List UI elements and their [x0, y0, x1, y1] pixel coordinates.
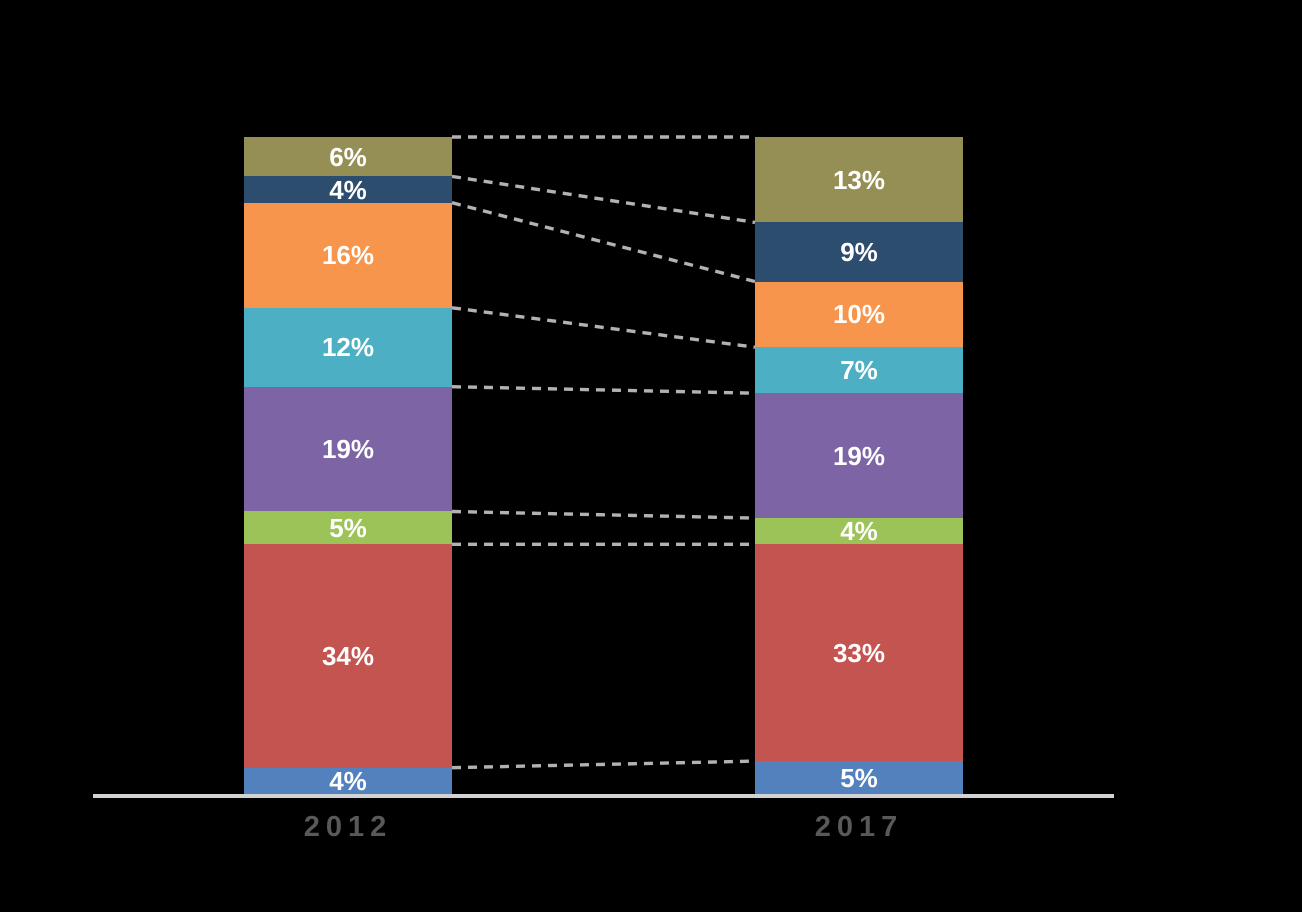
segment-2017-orange-segment: 10% — [755, 281, 963, 348]
category-label-2017: 2017 — [814, 811, 904, 843]
segment-value-label: 16% — [321, 240, 375, 271]
segment-2012-red-segment: 34% — [244, 544, 452, 768]
segment-2017-olive-segment: 13% — [755, 137, 963, 223]
segment-2012-navy-segment: 4% — [244, 174, 452, 205]
segment-2012-orange-segment: 16% — [244, 202, 452, 308]
connector-line — [451, 174, 756, 225]
x-axis-line — [93, 794, 1114, 798]
segment-value-label: 12% — [321, 332, 375, 363]
segment-value-label: 4% — [840, 516, 878, 547]
segment-2012-olive-segment: 6% — [244, 137, 452, 177]
segment-value-label: 19% — [832, 440, 886, 471]
segment-2017-blue-segment: 5% — [755, 761, 963, 794]
category-label-2012: 2012 — [303, 811, 393, 843]
segment-2012-blue-segment: 4% — [244, 765, 452, 796]
connector-line — [451, 385, 756, 395]
segment-value-label: 19% — [321, 434, 375, 465]
segment-2012-green-segment: 5% — [244, 511, 452, 545]
connector-line — [451, 509, 756, 520]
segment-value-label: 13% — [832, 164, 886, 195]
connector-line — [451, 306, 756, 349]
segment-2017-green-segment: 4% — [755, 516, 963, 547]
segment-2012-teal-segment: 12% — [244, 307, 452, 387]
segment-value-label: 34% — [321, 640, 375, 671]
segment-value-label: 9% — [840, 236, 878, 267]
segment-value-label: 5% — [329, 512, 367, 543]
segment-2017-red-segment: 33% — [755, 544, 963, 762]
connector-line — [451, 759, 756, 770]
segment-value-label: 4% — [329, 765, 367, 796]
segment-value-label: 33% — [832, 637, 886, 668]
segment-value-label: 6% — [329, 141, 367, 172]
segment-value-label: 4% — [329, 174, 367, 205]
stacked-bar-2017: 13% 9% 10% 7% 19% 4% 33% 5% — [755, 137, 963, 794]
segment-2017-navy-segment: 9% — [755, 222, 963, 282]
stacked-bar-2012: 6% 4% 16% 12% 19% 5% 34% 4% — [244, 137, 452, 794]
segment-2012-purple-segment: 19% — [244, 386, 452, 512]
segment-value-label: 7% — [840, 355, 878, 386]
segment-2017-purple-segment: 19% — [755, 393, 963, 519]
segment-value-label: 10% — [832, 299, 886, 330]
segment-value-label: 5% — [840, 762, 878, 793]
connector-line — [451, 201, 756, 284]
segment-2017-teal-segment: 7% — [755, 347, 963, 394]
